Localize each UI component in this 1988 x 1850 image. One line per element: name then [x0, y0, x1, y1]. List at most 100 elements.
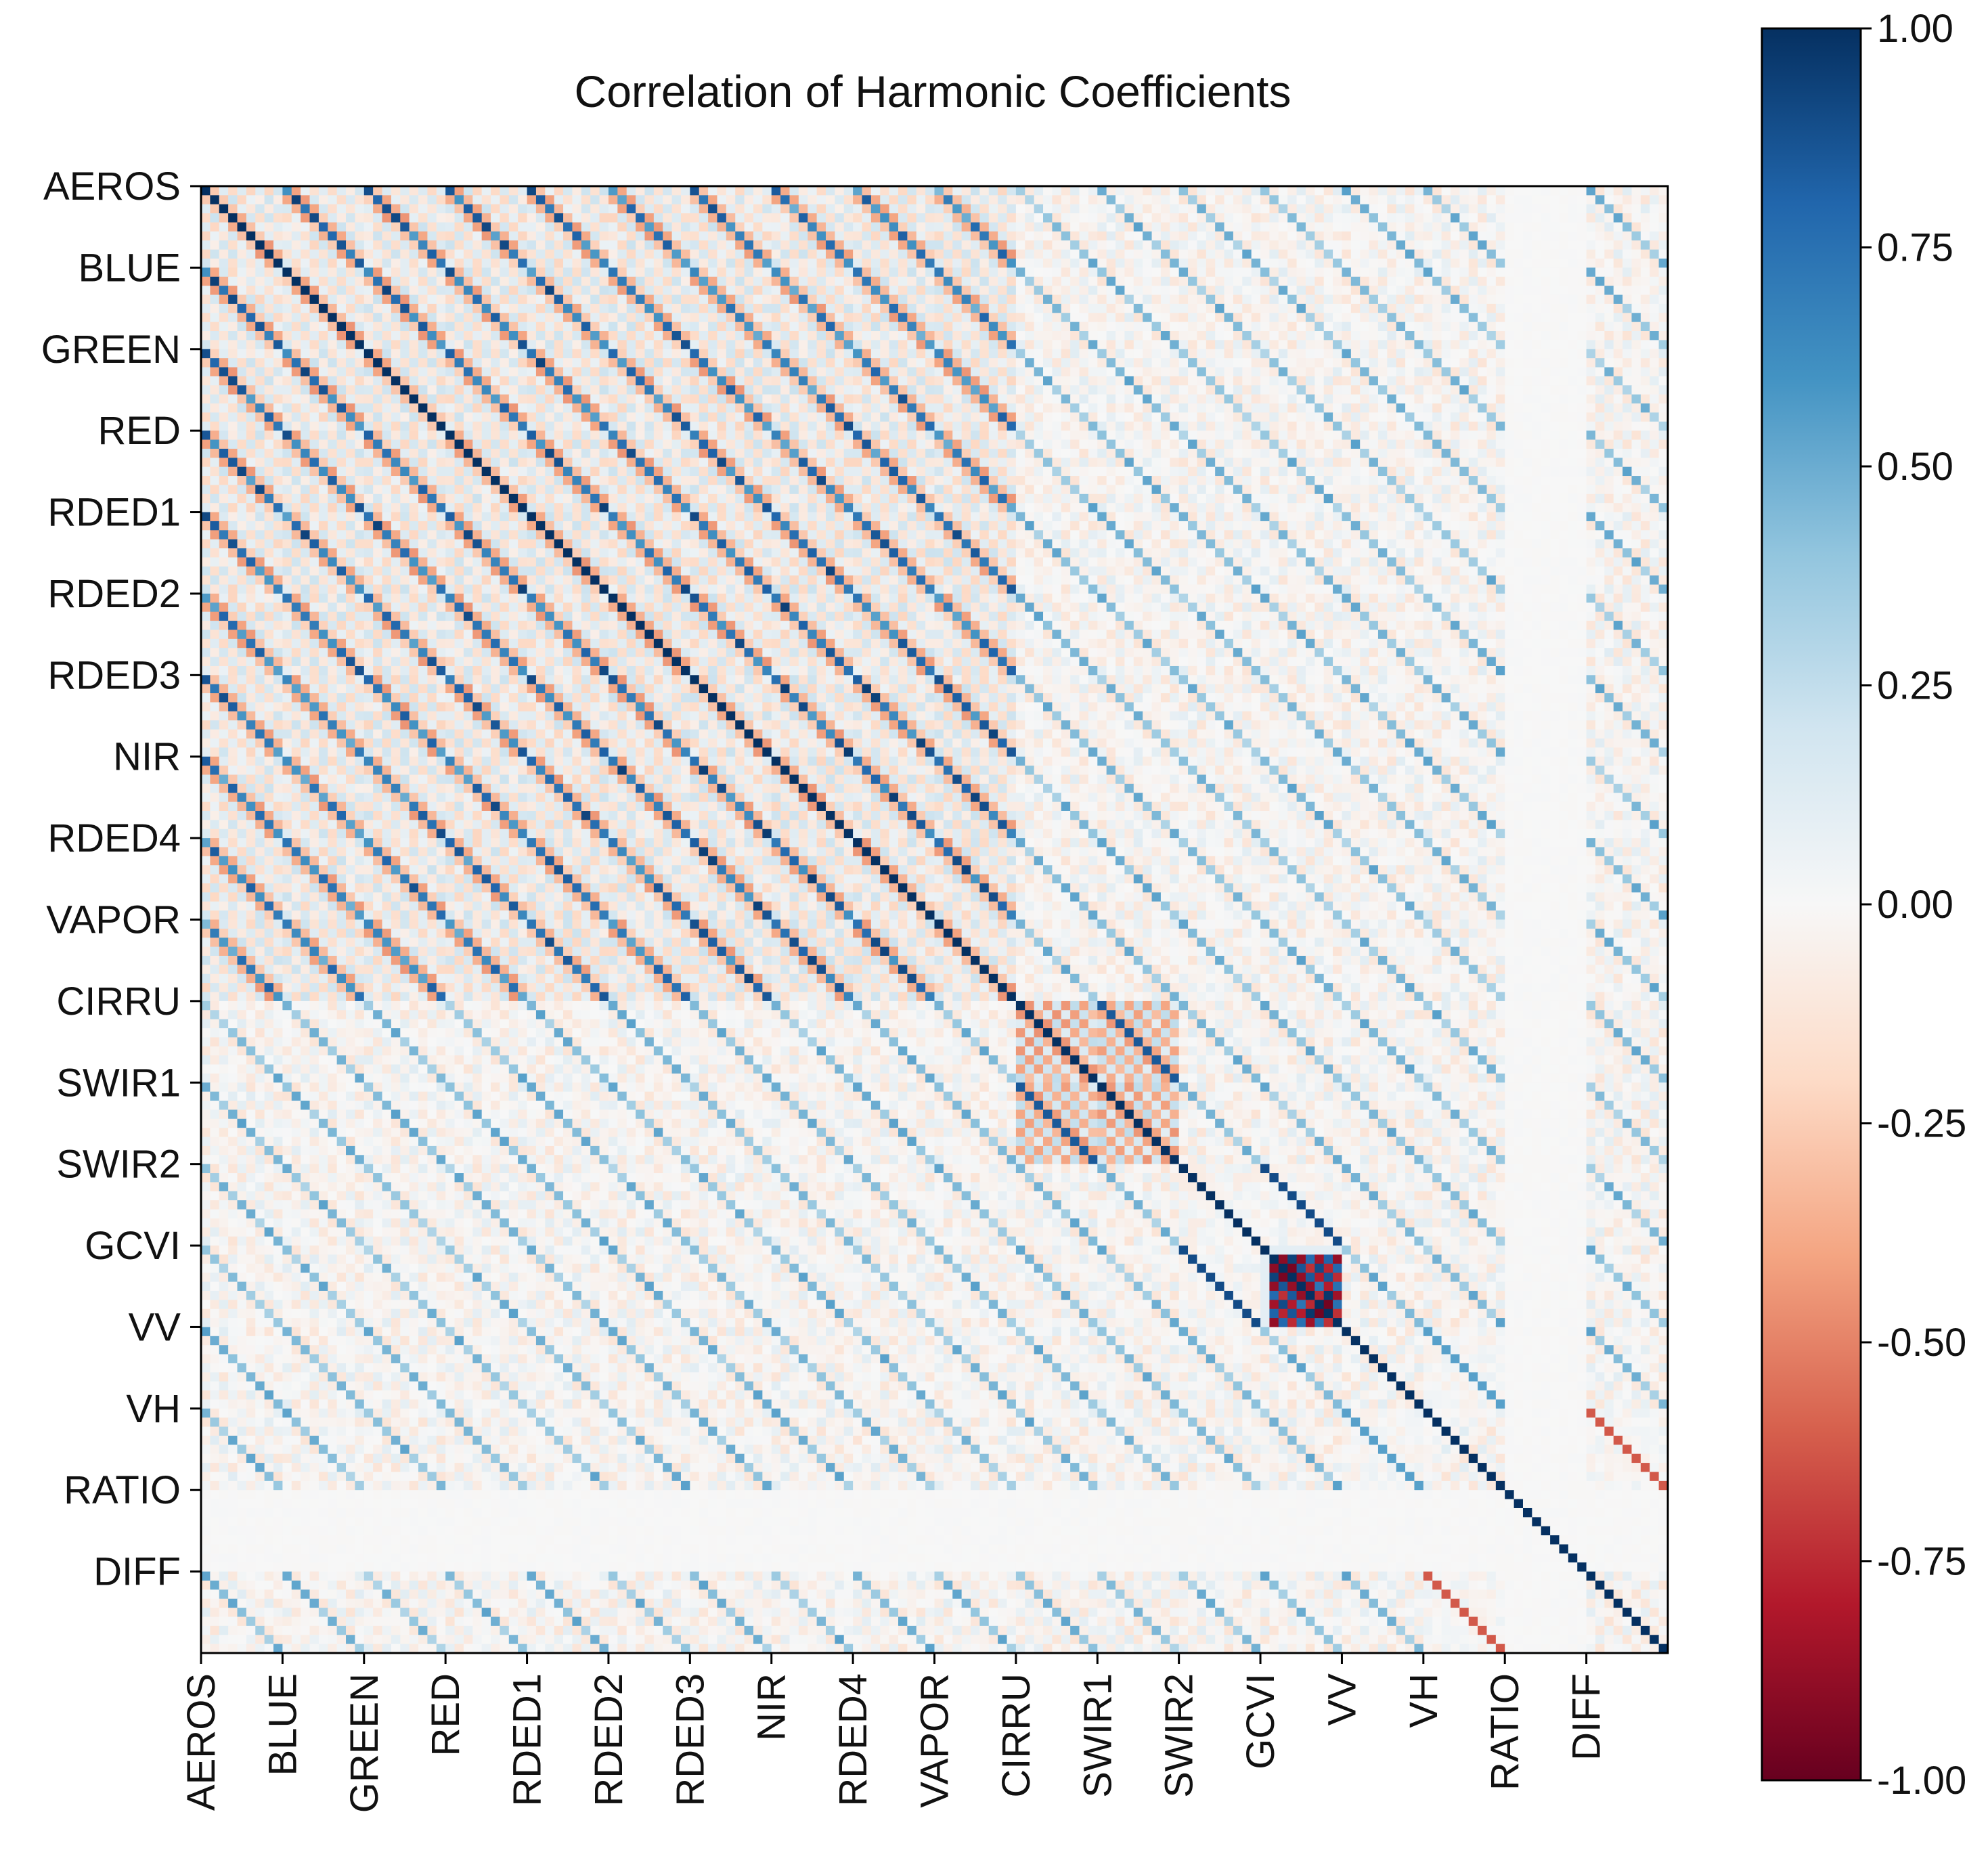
heatmap-cell	[1107, 186, 1116, 196]
heatmap-cell	[310, 250, 319, 259]
heatmap-cell	[1541, 195, 1551, 204]
heatmap-cell	[1179, 223, 1189, 232]
heatmap-cell	[1252, 277, 1261, 286]
heatmap-cell	[672, 250, 682, 259]
heatmap-cell	[292, 259, 301, 268]
heatmap-cell	[871, 186, 881, 196]
heatmap-cell	[699, 267, 709, 277]
heatmap-cell	[238, 232, 247, 241]
heatmap-cell	[590, 267, 600, 277]
heatmap-cell	[445, 277, 455, 286]
heatmap-cell	[1269, 240, 1279, 250]
heatmap-cell	[1097, 232, 1107, 241]
heatmap-cell	[1369, 186, 1379, 196]
heatmap-cell	[1614, 186, 1623, 196]
heatmap-cell	[1360, 259, 1369, 268]
heatmap-cell	[590, 223, 600, 232]
heatmap-cell	[609, 213, 618, 223]
heatmap-cell	[789, 250, 799, 259]
heatmap-cell	[464, 250, 473, 259]
heatmap-cell	[590, 250, 600, 259]
heatmap-cell	[1486, 250, 1496, 259]
heatmap-cell	[1260, 240, 1270, 250]
heatmap-cell	[482, 259, 491, 268]
heatmap-cell	[1396, 232, 1406, 241]
heatmap-cell	[726, 259, 736, 268]
heatmap-cell	[265, 286, 274, 295]
heatmap-cell	[1070, 195, 1080, 204]
heatmap-cell	[500, 250, 509, 259]
heatmap-cell	[1442, 259, 1451, 268]
heatmap-cell	[310, 267, 319, 277]
heatmap-cell	[1351, 213, 1361, 223]
heatmap-cell	[355, 286, 364, 295]
heatmap-cell	[1614, 240, 1623, 250]
heatmap-cell	[889, 259, 899, 268]
heatmap-cell	[1287, 259, 1297, 268]
heatmap-cell	[1242, 186, 1252, 196]
heatmap-cell	[745, 204, 754, 214]
heatmap-cell	[509, 186, 518, 196]
heatmap-cell	[617, 250, 627, 259]
heatmap-cell	[382, 277, 392, 286]
heatmap-cell	[590, 213, 600, 223]
heatmap-cell	[1269, 204, 1279, 214]
heatmap-cell	[1568, 259, 1578, 268]
heatmap-cell	[745, 186, 754, 196]
heatmap-cell	[1179, 204, 1189, 214]
heatmap-cell	[265, 259, 274, 268]
heatmap-cell	[1650, 223, 1659, 232]
heatmap-cell	[681, 267, 690, 277]
heatmap-cell	[1269, 213, 1279, 223]
heatmap-cell	[1061, 204, 1071, 214]
heatmap-cell	[445, 240, 455, 250]
heatmap-cell	[789, 223, 799, 232]
heatmap-cell	[681, 250, 690, 259]
heatmap-cell	[1197, 186, 1206, 196]
heatmap-cell	[1378, 277, 1388, 286]
heatmap-cell	[509, 232, 518, 241]
heatmap-cell	[780, 259, 790, 268]
heatmap-cell	[1351, 232, 1361, 241]
heatmap-cell	[509, 223, 518, 232]
heatmap-cell	[1306, 267, 1315, 277]
heatmap-cell	[998, 223, 1007, 232]
heatmap-cell	[1025, 267, 1034, 277]
heatmap-cell	[1622, 240, 1632, 250]
heatmap-cell	[527, 286, 537, 295]
heatmap-cell	[1451, 240, 1460, 250]
heatmap-cell	[989, 186, 998, 196]
heatmap-cell	[1252, 240, 1261, 250]
heatmap-cell	[1252, 223, 1261, 232]
heatmap-cell	[482, 250, 491, 259]
heatmap-cell	[491, 277, 500, 286]
heatmap-cell	[572, 267, 581, 277]
heatmap-cell	[1097, 250, 1107, 259]
heatmap-cell	[1097, 195, 1107, 204]
heatmap-cell	[762, 250, 772, 259]
heatmap-cell	[962, 213, 971, 223]
heatmap-cell	[1396, 186, 1406, 196]
heatmap-cell	[853, 186, 862, 196]
heatmap-cell	[862, 195, 871, 204]
heatmap-cell	[1595, 223, 1605, 232]
heatmap-cell	[265, 250, 274, 259]
heatmap-cell	[1034, 204, 1044, 214]
heatmap-cell	[1459, 250, 1469, 259]
heatmap-cell	[1478, 232, 1487, 241]
heatmap-cell	[844, 267, 854, 277]
heatmap-cell	[617, 204, 627, 214]
heatmap-cell	[201, 213, 211, 223]
heatmap-cell	[1233, 186, 1243, 196]
heatmap-cell	[1242, 240, 1252, 250]
heatmap-cell	[1260, 232, 1270, 241]
heatmap-cell	[835, 195, 844, 204]
heatmap-cell	[735, 267, 745, 277]
heatmap-cell	[1514, 204, 1524, 214]
heatmap-cell	[1107, 267, 1116, 277]
heatmap-cell	[427, 286, 437, 295]
correlation-heatmap-chart: Correlation of Harmonic Coefficients AER…	[0, 0, 1988, 1850]
heatmap-cell	[944, 204, 953, 214]
heatmap-cell	[889, 267, 899, 277]
heatmap-cell	[310, 223, 319, 232]
